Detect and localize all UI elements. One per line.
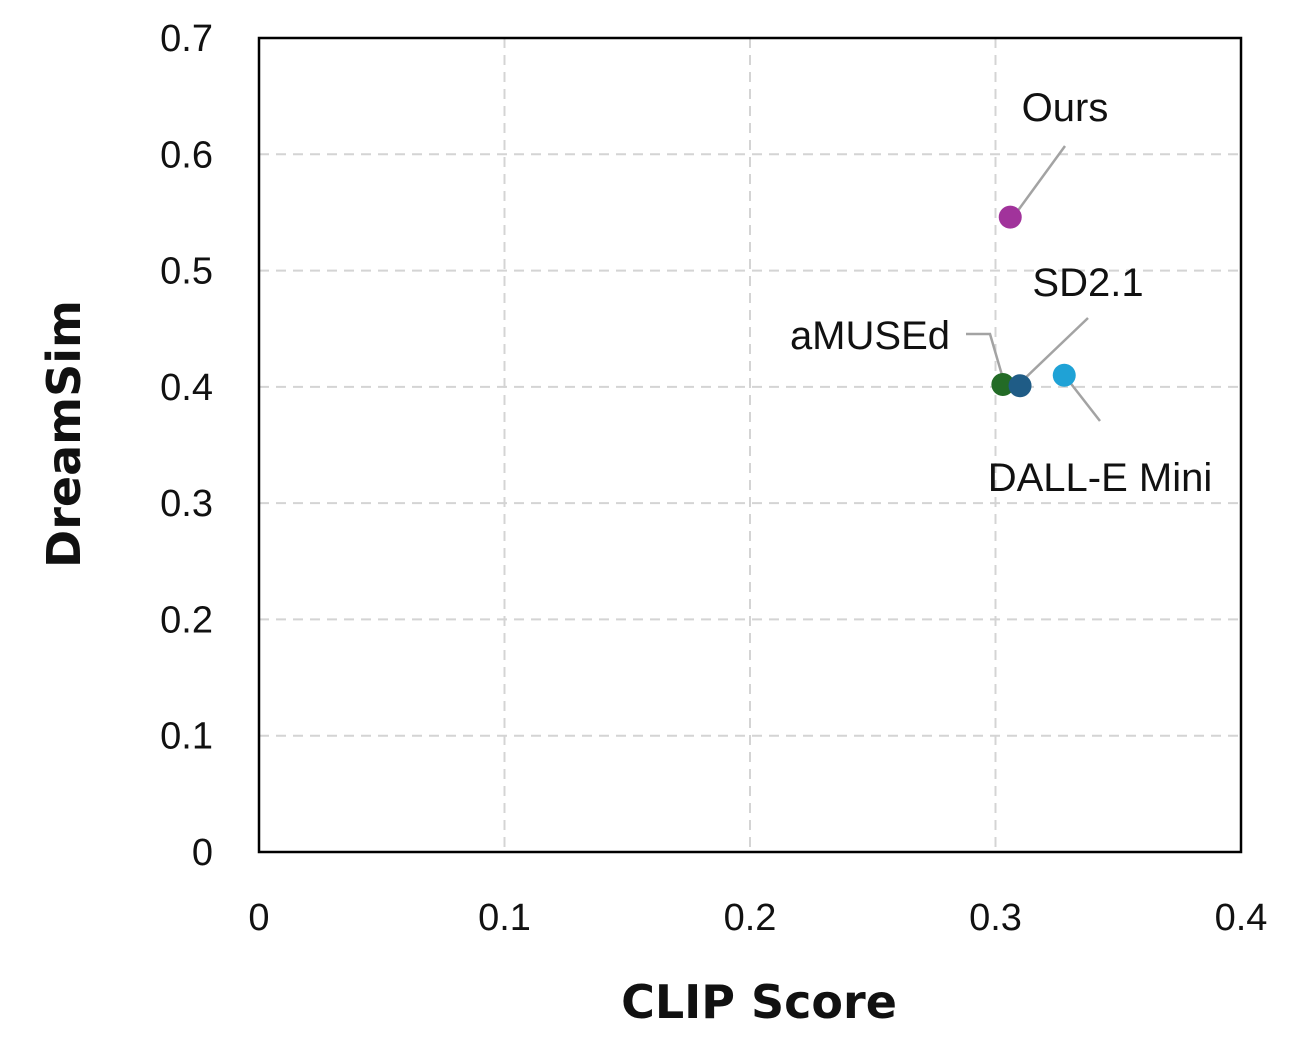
data-point-sd2-1 <box>1008 374 1032 398</box>
leader-line-amused <box>966 332 1006 383</box>
x-tick-label: 0.3 <box>969 897 1022 939</box>
y-tick-label: 0.3 <box>160 483 213 525</box>
y-tick-label: 0.2 <box>160 599 213 641</box>
y-tick-label: 0.4 <box>160 367 213 409</box>
y-axis-title: DreamSim <box>37 300 91 568</box>
data-point-dall-e-mini <box>1052 363 1076 387</box>
y-tick-label: 0.5 <box>160 251 213 293</box>
x-tick-label: 0.2 <box>724 897 777 939</box>
y-tick-label: 0.7 <box>160 18 213 60</box>
point-labels: Ours aMUSEd SD2.1 DALL-E Mini <box>790 86 1212 500</box>
point-label-ours: Ours <box>1022 86 1109 130</box>
tick-labels: 0 0.1 0.2 0.3 0.4 0 0.1 0.2 0.3 0.4 0.5 0.6 0.7 <box>160 18 1267 939</box>
data-points <box>991 205 1076 398</box>
point-label-dall-e-mini: DALL-E Mini <box>988 456 1213 500</box>
data-point-amused <box>991 373 1015 397</box>
data-point-ours <box>998 205 1022 229</box>
x-tick-label: 0.4 <box>1215 897 1268 939</box>
y-tick-label: 0 <box>192 832 213 874</box>
point-label-amused: aMUSEd <box>790 314 950 358</box>
x-tick-label: 0 <box>248 897 269 939</box>
leader-line-sd2-1 <box>1019 317 1089 384</box>
y-tick-label: 0.1 <box>160 716 213 758</box>
y-tick-label: 0.6 <box>160 134 213 176</box>
x-tick-label: 0.1 <box>478 897 531 939</box>
leader-line-ours <box>1012 145 1067 217</box>
plot-area-frame <box>257 36 1243 854</box>
point-label-sd2-1: SD2.1 <box>1032 261 1143 305</box>
grid-lines <box>259 38 1241 852</box>
x-axis-title: CLIP Score <box>621 975 897 1029</box>
